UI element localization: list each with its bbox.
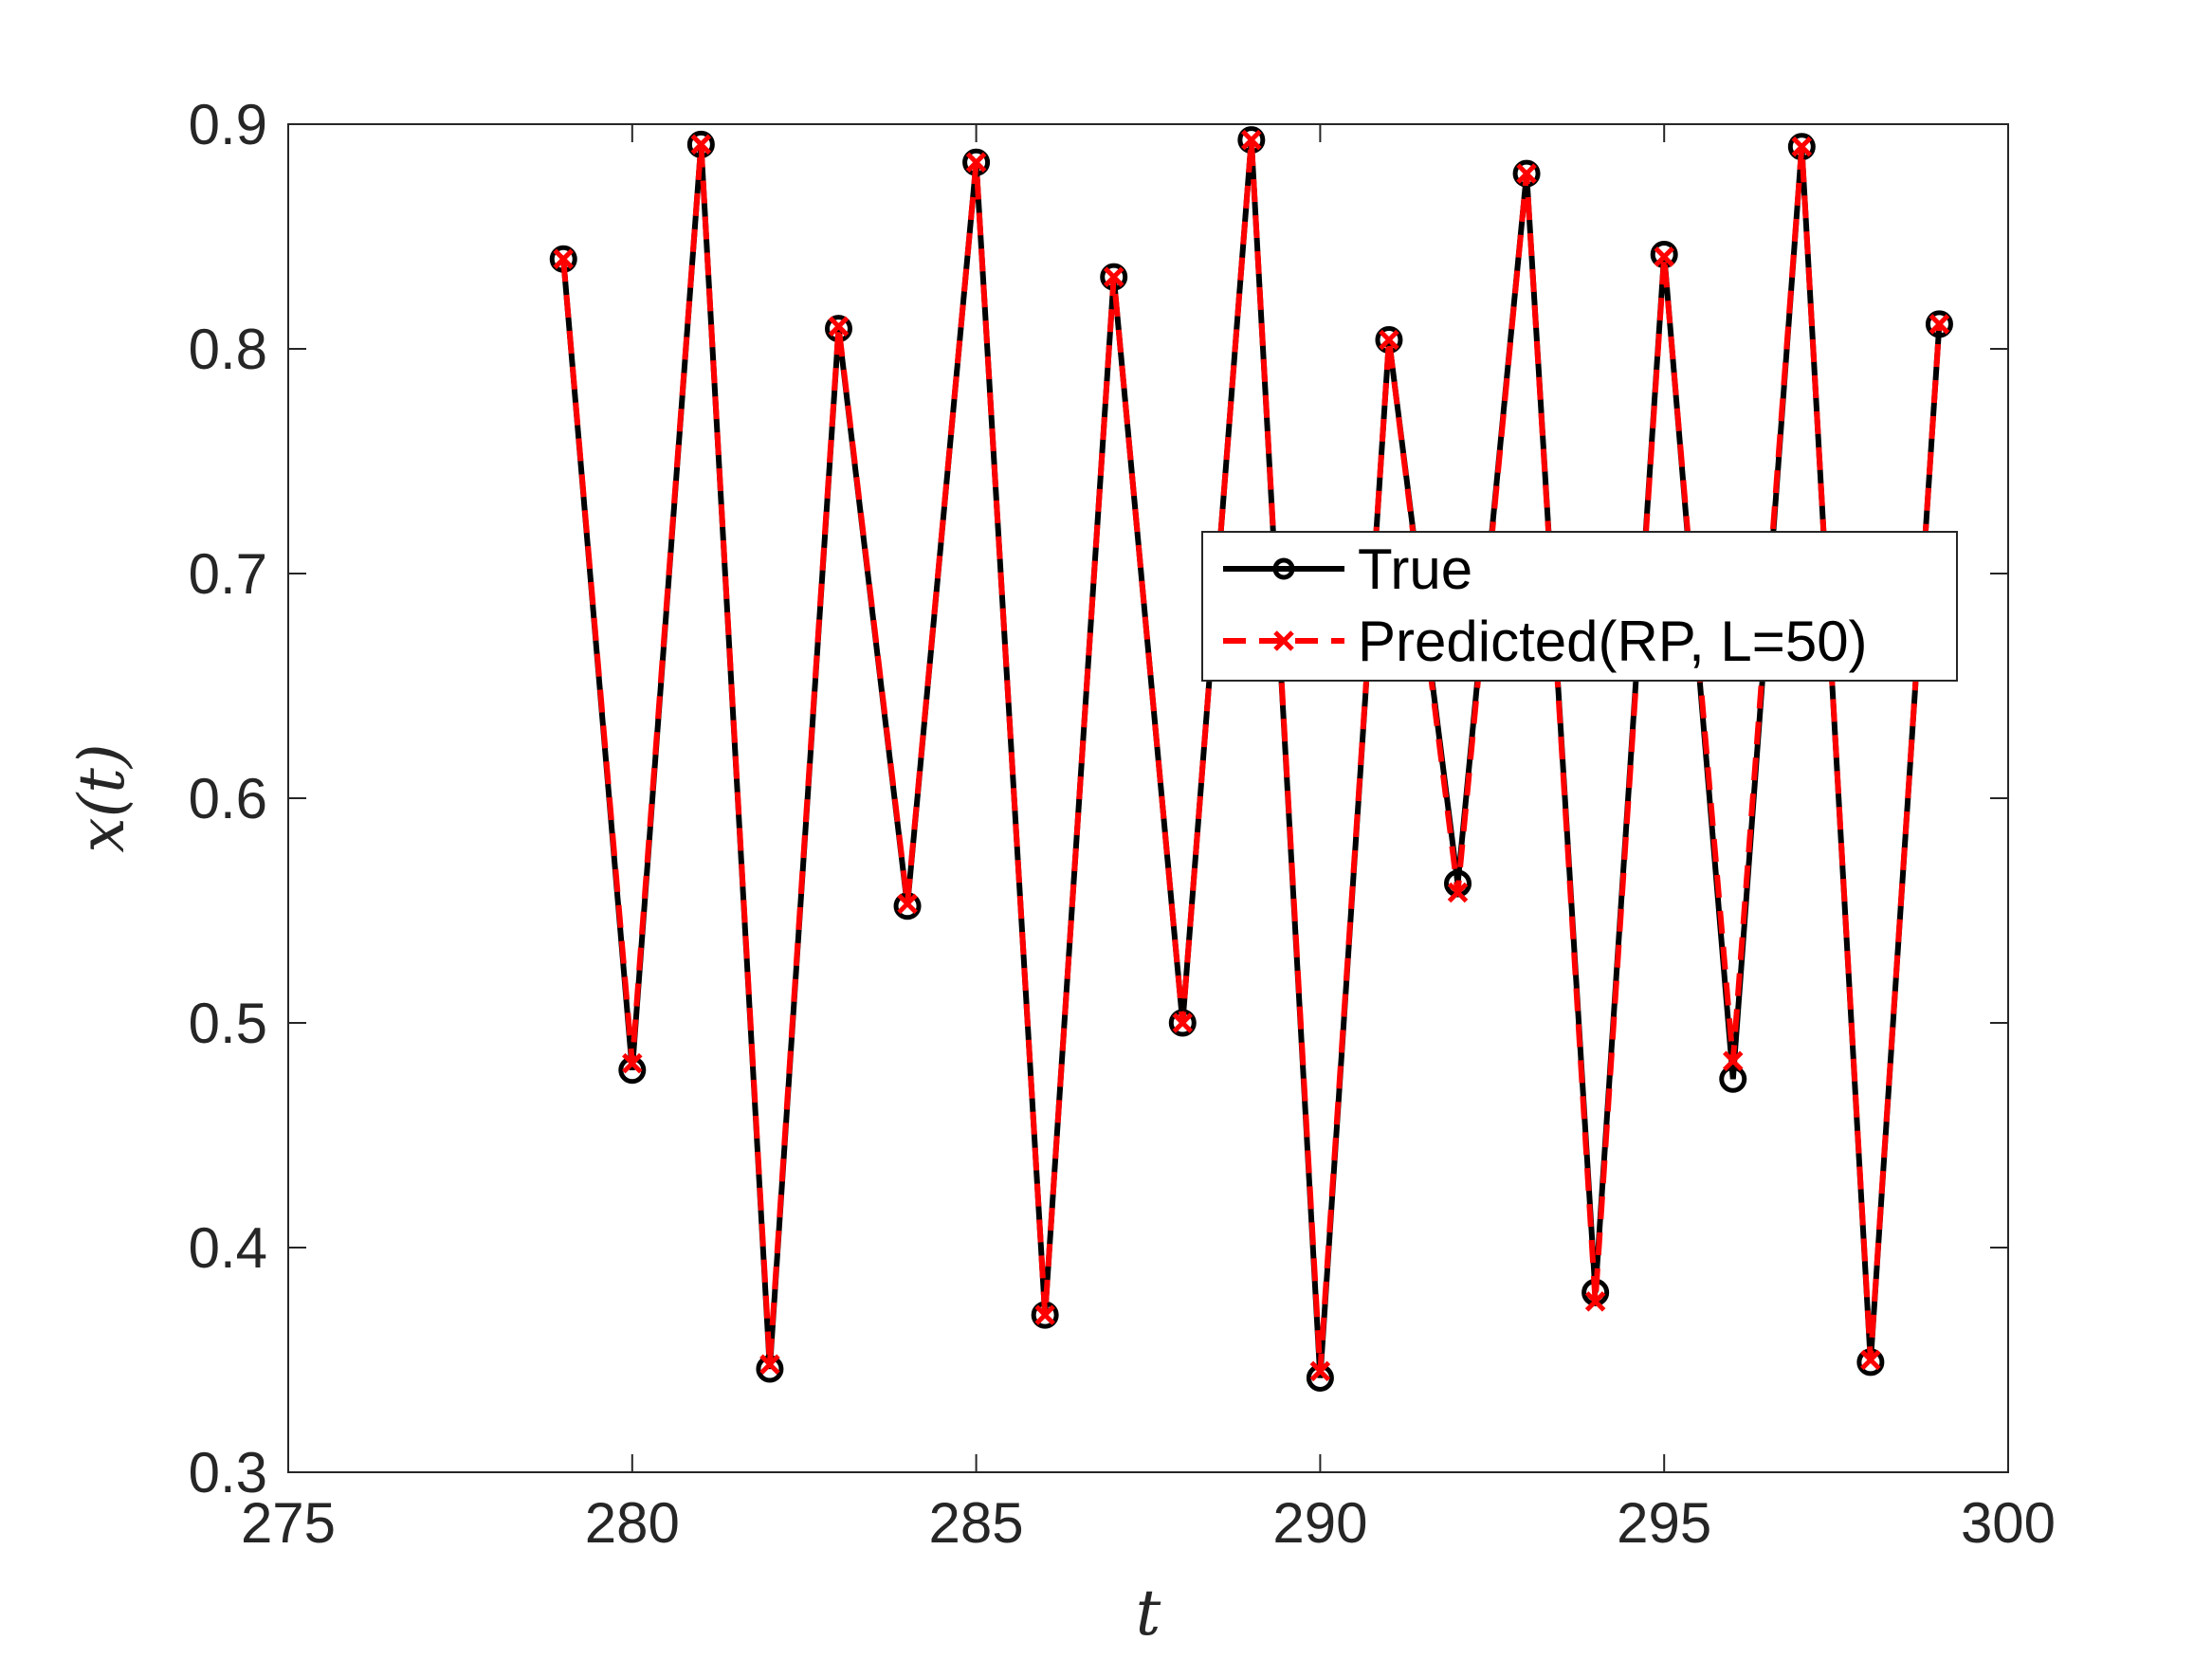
plot-frame [287,123,2009,1473]
plot-area [288,124,2008,1472]
x-tick-label: 300 [1961,1491,2056,1555]
data-point-stroke [897,893,918,915]
data-point [1516,163,1537,184]
x-axis-title: t [1136,1577,1161,1650]
data-point-stroke [1722,1050,1744,1072]
data-point-stroke [1654,246,1674,267]
data-point-stroke [1447,882,1469,903]
data-point-stroke [965,152,987,173]
x-tick-label: 280 [585,1491,680,1555]
y-tick-label: 0.8 [189,318,267,381]
legend-predicted-label: Predicted(RP, L=50) [1358,610,1868,673]
y-tick-label: 0.3 [189,1441,267,1504]
data-point [1309,1360,1331,1382]
data-point [1929,314,1950,335]
data-point [828,316,850,337]
series-line [560,139,1943,1372]
y-tick-label: 0.7 [189,542,267,606]
data-point-stroke [759,1354,780,1376]
legend-predicted-marker [1273,630,1294,651]
data-point [897,893,918,915]
data-point [1379,329,1399,351]
data-point [965,152,987,173]
data-point-stroke [1241,129,1262,151]
data-point [622,1052,643,1074]
data-point-stroke [1034,1304,1055,1325]
data-point [553,248,575,269]
y-tick-label: 0.4 [189,1216,267,1280]
legend-true-marker [1272,557,1295,580]
legend: True Predicted(RP, L=50) [1201,531,1958,682]
x-tick-label: 295 [1617,1491,1711,1555]
y-tick-label: 0.6 [189,767,267,830]
data-point [1241,129,1262,151]
data-point-stroke [1172,1012,1194,1033]
data-point-stroke [1860,1349,1881,1371]
data-point [1925,310,1953,338]
data-point [690,134,712,155]
data-point-stroke [622,1052,643,1074]
data-point-stroke [1791,136,1813,157]
data-point [1447,882,1469,903]
data-point [1791,136,1813,157]
data-point [1172,1012,1194,1033]
data-point-stroke [1379,329,1399,351]
data-point [1584,1291,1606,1312]
data-point [1719,1065,1747,1093]
series-predicted [553,129,1950,1382]
legend-true-label: True [1358,538,1472,601]
y-tick-label: 0.9 [189,93,267,156]
data-point-stroke [828,316,850,337]
data-point [1103,266,1124,287]
data-point-stroke [1929,314,1950,335]
y-axis-title: x(t) [65,743,138,852]
data-point [759,1354,780,1376]
data-point-stroke [1516,163,1537,184]
data-point [1860,1349,1881,1371]
legend-box [1201,531,1958,682]
x-tick-label: 290 [1272,1491,1367,1555]
x-tick-label: 275 [241,1491,336,1555]
data-point-stroke [1309,1360,1331,1382]
data-point [1034,1304,1055,1325]
data-point-stroke [690,134,712,155]
y-tick-label: 0.5 [189,992,267,1055]
series-layer [549,126,1953,1392]
data-point-stroke [1103,266,1124,287]
data-point [1654,246,1674,267]
data-point [1722,1050,1744,1072]
data-point-stroke [1584,1291,1606,1312]
x-tick-label: 285 [929,1491,1024,1555]
tick-labels: 275 280 285 290 295 300 0.3 0.4 0.5 0.6 0.7 0.8 0.9 [189,93,2056,1555]
data-point-stroke [553,248,575,269]
